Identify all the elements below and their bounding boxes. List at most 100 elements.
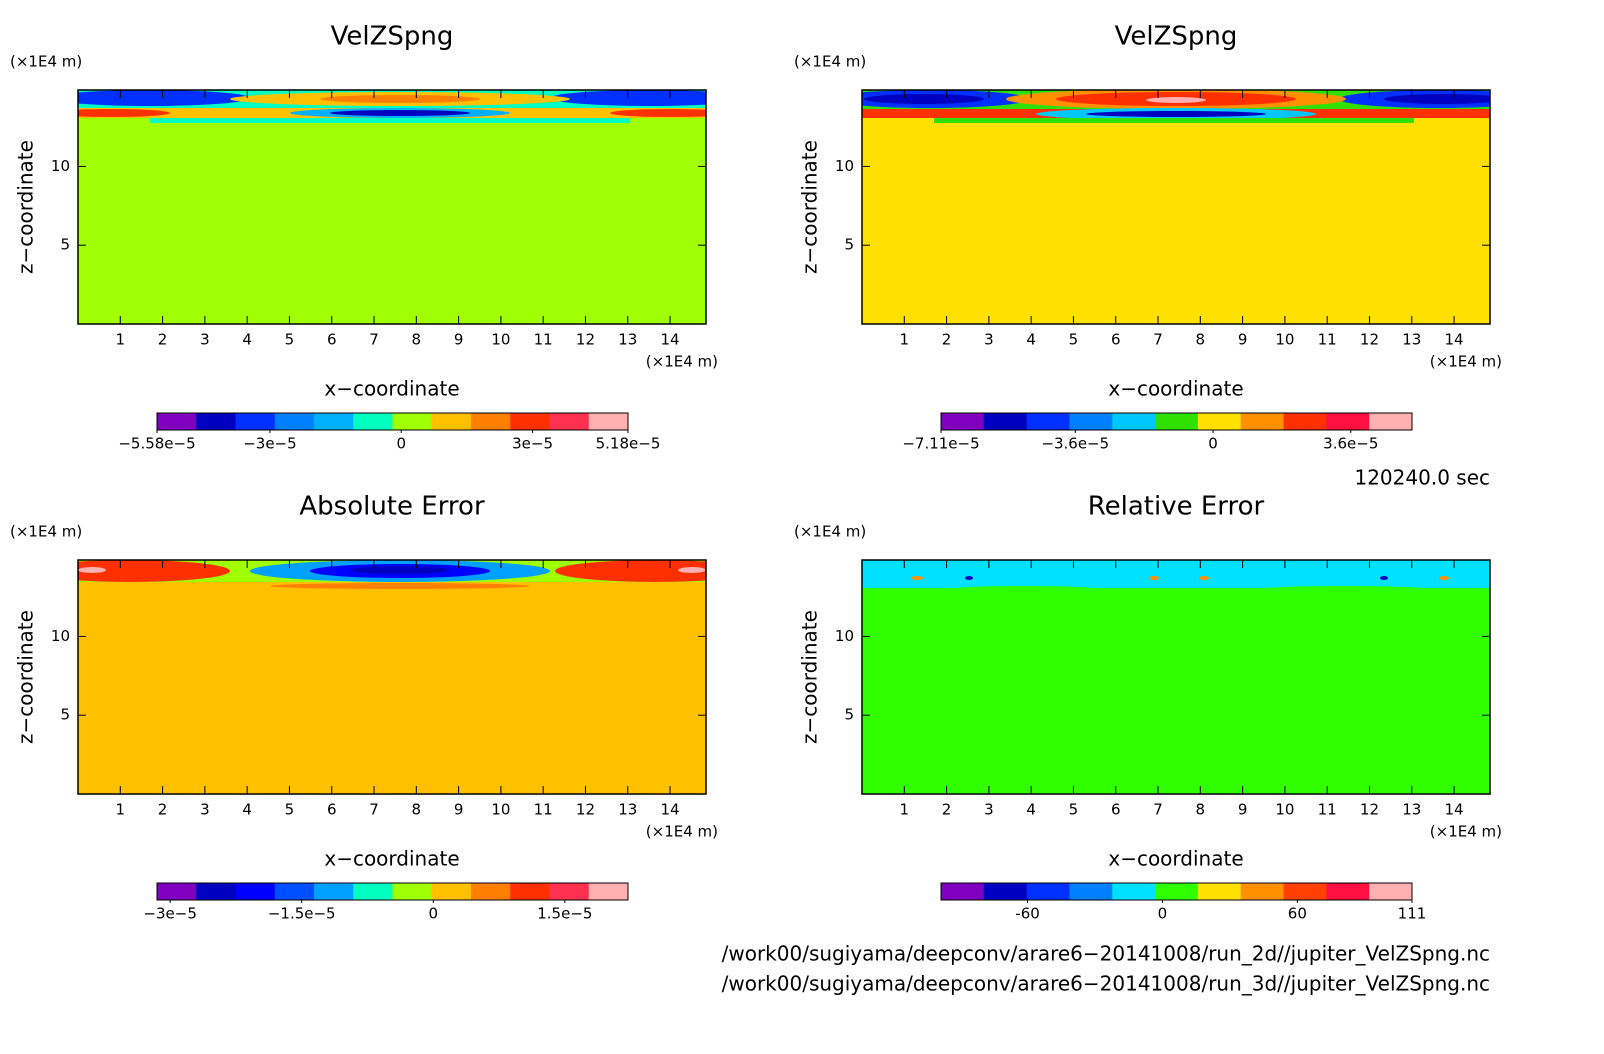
colorbar-segment <box>1155 883 1199 900</box>
colorbar-segment <box>1197 413 1242 430</box>
colorbar-tick-label: −7.11e−5 <box>902 435 979 453</box>
x-tick-label: 3 <box>984 331 994 349</box>
colorbar-segment <box>1069 883 1113 900</box>
x-axis-label: x−coordinate <box>324 377 459 401</box>
x-tick-label: 11 <box>1318 801 1337 819</box>
x-tick-label: 4 <box>242 331 252 349</box>
x-tick-label: 3 <box>200 801 210 819</box>
y-axis-label: z−coordinate <box>798 610 822 744</box>
plot-frame <box>77 89 707 325</box>
x-tick-label: 14 <box>661 801 680 819</box>
x-tick-label: 2 <box>158 331 168 349</box>
x-axis-label: x−coordinate <box>324 847 459 871</box>
x-tick-label: 3 <box>984 801 994 819</box>
colorbar-segment <box>510 413 550 430</box>
contour-region <box>150 118 630 123</box>
colorbar-segment <box>471 883 511 900</box>
file-path: /work00/sugiyama/deepconv/arare6−2014100… <box>722 972 1490 996</box>
colorbar-segment <box>196 413 236 430</box>
colorbar-tick-label: 3e−5 <box>512 435 553 453</box>
colorbar-segment <box>196 883 236 900</box>
colorbar-tick-label: −3.6e−5 <box>1041 435 1109 453</box>
colorbar-segment <box>1240 883 1285 900</box>
colorbar-tick-label: -60 <box>1015 905 1040 923</box>
colorbar-frame <box>940 882 1413 901</box>
x-tick-label: 4 <box>1026 331 1036 349</box>
y-axis-label: z−coordinate <box>14 140 38 274</box>
x-tick-label: 2 <box>942 331 952 349</box>
contour-region <box>78 90 250 106</box>
y-tick-label: 5 <box>844 236 854 254</box>
colorbar-tick-label: 5.18e−5 <box>596 435 661 453</box>
x-axis-label: x−coordinate <box>1108 377 1243 401</box>
x-tick-label: 6 <box>1111 331 1121 349</box>
x-tick-label: 5 <box>1069 331 1079 349</box>
plot-frame <box>77 559 707 795</box>
colorbar-segment <box>1283 413 1327 430</box>
colorbar-segment <box>353 883 393 900</box>
panel: VelZSpng(×1E4 m)1 2 3 4 5 6 7 8 9 10 11 12 13 14510(×… <box>794 22 1502 453</box>
colorbar-segment <box>941 883 985 900</box>
x-tick-label: 1 <box>900 801 910 819</box>
contour-region <box>864 94 984 104</box>
x-tick-label: 11 <box>534 331 553 349</box>
colorbar-segment <box>471 413 511 430</box>
y-tick-label: 10 <box>51 627 70 645</box>
colorbar-segment <box>549 413 590 430</box>
colorbar-segment <box>588 413 629 430</box>
x-tick-label: 11 <box>534 801 553 819</box>
contour-region <box>1384 94 1490 104</box>
contour-fill <box>862 90 1490 324</box>
colorbar-segment <box>431 413 472 430</box>
colorbar-frame <box>156 412 629 431</box>
x-tick-label: 7 <box>369 331 379 349</box>
colorbar-segment <box>983 883 1028 900</box>
contour-region <box>550 90 706 106</box>
y-tick-label: 10 <box>51 157 70 175</box>
contour-region <box>320 95 480 103</box>
contour-fill <box>78 90 706 324</box>
colorbar-segment <box>235 413 276 430</box>
x-tick-label: 4 <box>242 801 252 819</box>
colorbar-segment <box>1069 413 1113 430</box>
contour-region <box>78 560 230 582</box>
colorbar-segment <box>392 883 433 900</box>
contour-background <box>78 560 706 794</box>
x-tick-label: 9 <box>454 331 464 349</box>
x-unit: (×1E4 m) <box>646 823 718 841</box>
colorbar-tick-label: −1.5e−5 <box>268 905 336 923</box>
colorbar-segment <box>1283 883 1327 900</box>
x-tick-label: 8 <box>412 801 422 819</box>
colorbar-tick-label: 0 <box>1208 435 1218 453</box>
colorbar-segment <box>510 883 550 900</box>
contour-background <box>862 560 1490 794</box>
x-unit: (×1E4 m) <box>1430 353 1502 371</box>
contour-region <box>1149 576 1159 580</box>
contour-region <box>350 566 450 574</box>
contour-region <box>1380 576 1388 580</box>
contour-region <box>965 576 973 580</box>
panel: Relative Error(×1E4 m)1 2 3 4 5 6 7 8 9 10 11 12 13 1… <box>794 492 1502 923</box>
x-tick-label: 10 <box>1275 801 1294 819</box>
contour-region <box>78 567 106 573</box>
colorbar-tick-label: 0 <box>429 905 439 923</box>
colorbar-segment <box>1369 413 1413 430</box>
x-tick-label: 6 <box>327 801 337 819</box>
x-tick-label: 2 <box>942 801 952 819</box>
colorbar-frame <box>156 882 629 901</box>
colorbar-segment <box>588 883 629 900</box>
contour-region <box>678 567 706 573</box>
y-axis-label: z−coordinate <box>798 140 822 274</box>
colorbar-tick-label: 111 <box>1398 905 1427 923</box>
x-tick-label: 8 <box>1196 331 1206 349</box>
contour-fill <box>78 560 706 794</box>
contour-fill <box>862 560 1490 794</box>
contour-region <box>944 586 1104 594</box>
x-tick-label: 5 <box>285 331 295 349</box>
colorbar-segment <box>1112 413 1156 430</box>
plot-frame <box>861 89 1491 325</box>
y-unit: (×1E4 m) <box>10 523 82 541</box>
x-tick-label: 8 <box>412 331 422 349</box>
panel-title: Absolute Error <box>299 492 485 522</box>
